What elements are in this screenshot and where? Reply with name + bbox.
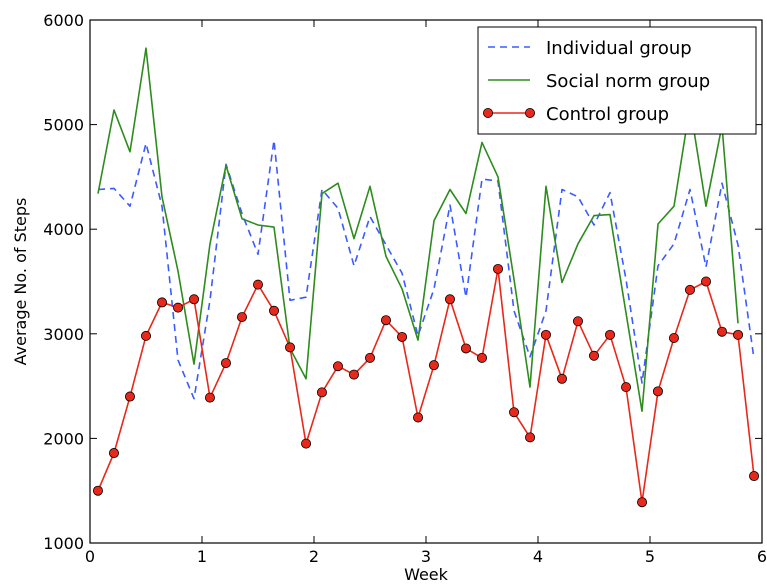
y-axis-label: Average No. of Steps: [11, 198, 30, 366]
data-point-control-group: [605, 329, 616, 340]
data-point-control-group: [540, 329, 551, 340]
data-point-control-group: [413, 412, 424, 423]
legend-label-control-group: Control group: [546, 104, 669, 125]
data-point-control-group: [204, 392, 215, 403]
data-point-control-group: [509, 407, 520, 418]
data-point-control-group: [157, 297, 168, 308]
data-point-control-group: [332, 361, 343, 372]
y-tick-label: 3000: [43, 325, 84, 344]
data-point-control-group: [589, 350, 600, 361]
data-point-control-group: [717, 326, 728, 337]
data-point-control-group: [476, 352, 487, 363]
legend-box: [477, 26, 757, 135]
data-point-control-group: [428, 360, 439, 371]
data-point-control-group: [220, 358, 231, 369]
data-point-control-group: [701, 276, 712, 287]
legend-marker: [482, 108, 493, 119]
data-point-control-group: [301, 438, 312, 449]
data-point-control-group: [460, 343, 471, 354]
x-axis-label: Week: [404, 565, 449, 584]
x-tick-label: 0: [85, 547, 95, 566]
x-tick-label: 5: [645, 547, 655, 566]
data-point-control-group: [173, 302, 184, 313]
data-point-control-group: [140, 330, 151, 341]
data-point-control-group: [252, 279, 263, 290]
data-point-control-group: [493, 263, 504, 274]
legend: Individual group Social norm group Control…: [477, 26, 757, 135]
data-point-control-group: [285, 342, 296, 353]
x-tick-label: 6: [757, 547, 767, 566]
data-point-control-group: [749, 471, 760, 482]
data-point-control-group: [124, 391, 135, 402]
data-point-control-group: [668, 332, 679, 343]
data-point-control-group: [348, 369, 359, 380]
data-point-control-group: [269, 305, 280, 316]
data-point-control-group: [637, 497, 648, 508]
y-tick-label: 2000: [43, 429, 84, 448]
series-layer: [92, 47, 760, 508]
data-point-control-group: [236, 312, 247, 323]
data-point-control-group: [381, 315, 392, 326]
data-point-control-group: [684, 284, 695, 295]
legend-marker: [525, 108, 536, 119]
data-point-control-group: [572, 316, 583, 327]
x-tick-label: 4: [533, 547, 543, 566]
data-point-control-group: [108, 448, 119, 459]
data-point-control-group: [397, 331, 408, 342]
series-line-social-norm-group: [97, 47, 739, 413]
data-point-control-group: [652, 386, 663, 397]
y-tick-label: 5000: [43, 116, 84, 135]
y-tick-label: 1000: [43, 534, 84, 553]
x-tick-label: 3: [421, 547, 431, 566]
data-point-control-group: [621, 382, 632, 393]
legend-label-individual-group: Individual group: [546, 38, 692, 59]
data-point-control-group: [316, 387, 327, 398]
x-tick-label: 1: [197, 547, 207, 566]
x-tick-label: 2: [309, 547, 319, 566]
series-line-control-group: [97, 268, 755, 504]
data-point-control-group: [556, 373, 567, 384]
y-tick-label: 6000: [43, 11, 84, 30]
data-point-control-group: [444, 294, 455, 305]
ticks-layer: 0 1 2 3 4 5 6 1000 2000 3000 4000 5000 6000: [43, 11, 767, 566]
data-point-control-group: [189, 294, 200, 305]
data-point-control-group: [733, 329, 744, 340]
data-point-control-group: [364, 352, 375, 363]
y-tick-label: 4000: [43, 220, 84, 239]
legend-label-social-norm-group: Social norm group: [546, 71, 710, 92]
series-line-individual-group: [97, 139, 755, 400]
data-point-control-group: [525, 432, 536, 443]
data-point-control-group: [92, 485, 103, 496]
